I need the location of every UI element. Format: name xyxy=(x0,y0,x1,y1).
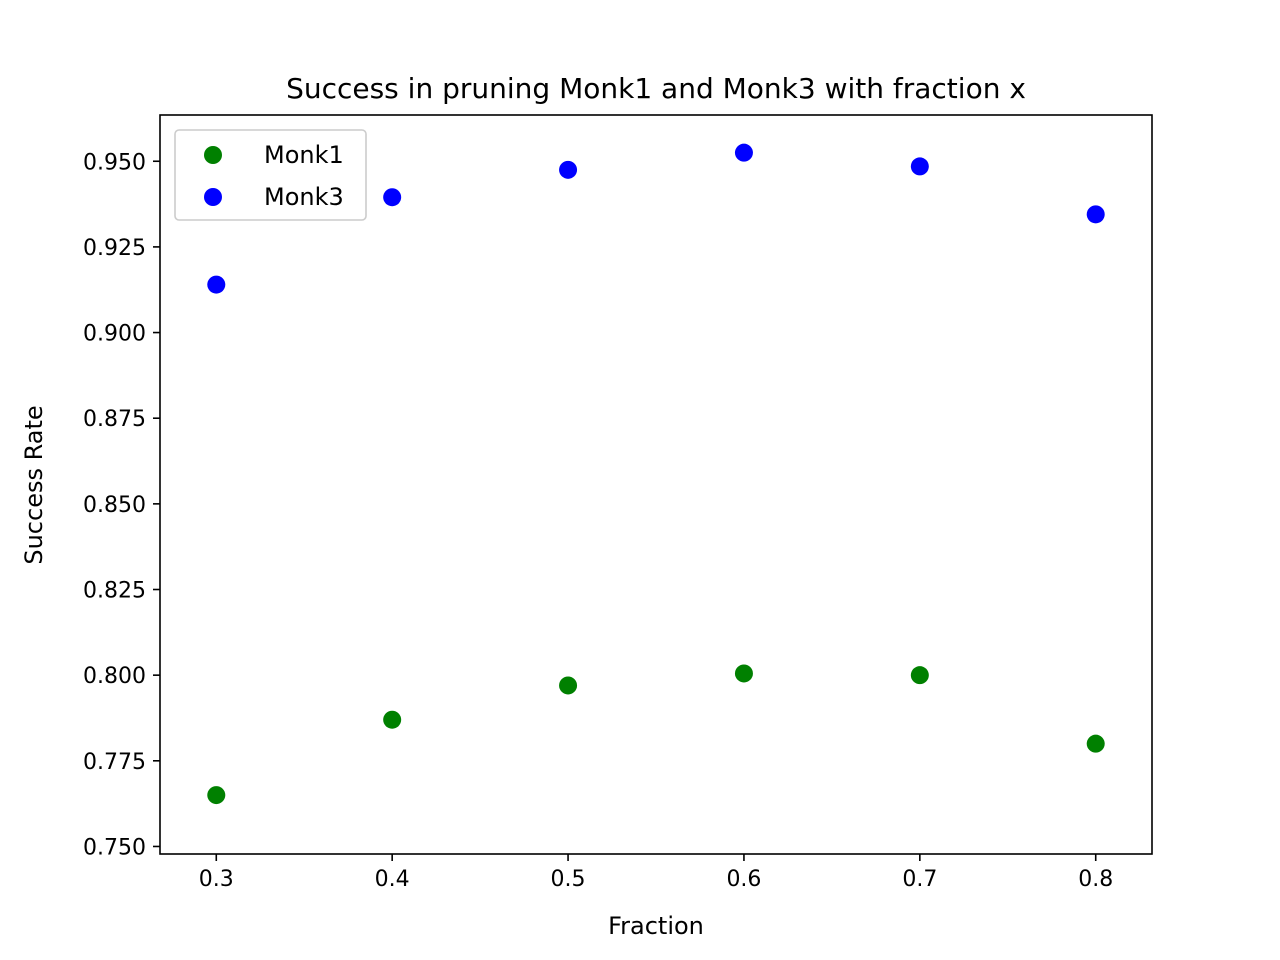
y-tick-label: 0.950 xyxy=(83,150,146,175)
x-tick-label: 0.3 xyxy=(199,867,234,892)
data-point-monk3 xyxy=(207,275,226,294)
x-axis-label: Fraction xyxy=(608,912,704,940)
y-tick-label: 0.900 xyxy=(83,322,146,347)
data-point-monk3 xyxy=(1086,205,1105,224)
x-tick-label: 0.7 xyxy=(902,867,937,892)
data-point-monk3 xyxy=(383,188,402,207)
x-tick-label: 0.6 xyxy=(726,867,761,892)
data-point-monk1 xyxy=(734,664,753,683)
data-point-monk3 xyxy=(910,157,929,176)
y-tick-label: 0.825 xyxy=(83,579,146,604)
y-axis-label: Success Rate xyxy=(20,405,48,564)
legend-marker-monk3 xyxy=(204,188,222,206)
axes-frame xyxy=(159,114,1153,855)
data-point-monk1 xyxy=(910,666,929,685)
y-tick-label: 0.925 xyxy=(83,236,146,261)
y-tick-label: 0.850 xyxy=(83,493,146,518)
data-point-monk3 xyxy=(559,160,578,179)
x-tick-label: 0.8 xyxy=(1078,867,1113,892)
legend-marker-monk1 xyxy=(204,146,222,164)
x-tick-label: 0.5 xyxy=(551,867,586,892)
chart-title: Success in pruning Monk1 and Monk3 with … xyxy=(286,72,1026,105)
y-tick-label: 0.875 xyxy=(83,407,146,432)
data-point-monk1 xyxy=(383,710,402,729)
data-point-monk1 xyxy=(1086,734,1105,753)
y-tick-label: 0.750 xyxy=(83,835,146,860)
plot-area: 0.3 0.4 0.5 0.6 0.7 0.8 0.750 0.775 0.800 0.825 0.… xyxy=(83,114,1153,892)
y-tick-label: 0.800 xyxy=(83,664,146,689)
y-tick-label: 0.775 xyxy=(83,750,146,775)
legend: Monk1 Monk3 xyxy=(174,129,367,221)
x-tick-label: 0.4 xyxy=(375,867,410,892)
data-point-monk1 xyxy=(207,786,226,805)
legend-label-monk1: Monk1 xyxy=(264,141,344,169)
legend-box xyxy=(174,129,367,221)
data-point-monk1 xyxy=(559,676,578,695)
legend-label-monk3: Monk3 xyxy=(264,183,344,211)
data-point-monk3 xyxy=(734,143,753,162)
